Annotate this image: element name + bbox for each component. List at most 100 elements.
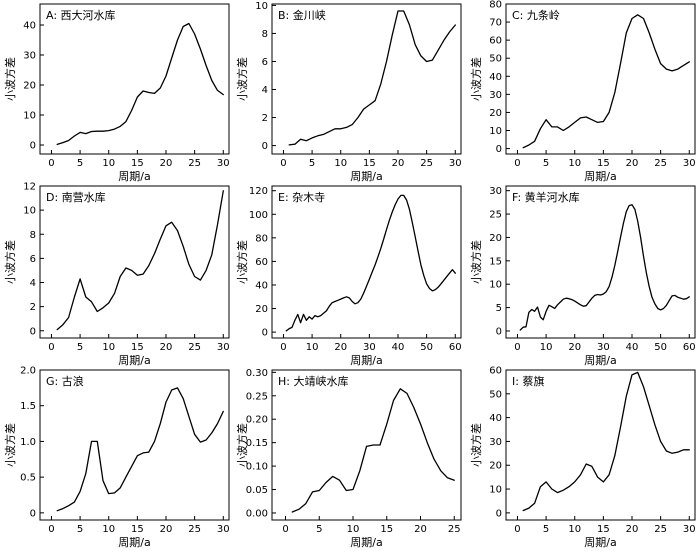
panel-a-x-tick-label: 0	[48, 158, 54, 169]
panel-e-x-axis-label: 周期/a	[350, 354, 382, 367]
panel-f-y-tick-label: 20	[489, 233, 502, 244]
panel-e-y-tick-label: 0	[262, 328, 268, 339]
panel-f-x-tick-label: 30	[597, 342, 610, 353]
panel-d-x-tick-label: 15	[131, 342, 144, 353]
panel-b-x-tick-label: 5	[309, 158, 315, 169]
panel-f-y-tick-label: 25	[489, 210, 502, 221]
panel-a-y-tick-label: 30	[23, 51, 36, 62]
panel-a-x-tick-label: 15	[131, 158, 144, 169]
panel-h-x-tick-label: 15	[380, 524, 393, 535]
panel-d-x-tick-label: 0	[48, 342, 54, 353]
panel-b-x-tick-label: 20	[392, 158, 405, 169]
panel-e-x-tick-label: 60	[449, 342, 462, 353]
panel-h-y-tick-label: 0.10	[246, 462, 268, 473]
panel-c-y-tick-label: 50	[489, 54, 502, 65]
panel-b-title: B: 金川峡	[278, 8, 326, 22]
panel-f-x-tick-label: 50	[654, 342, 667, 353]
panel-b-y-tick-label: 2	[262, 113, 268, 124]
panel-e-y-tick-label: 40	[255, 280, 268, 291]
panel-i-x-tick-label: 30	[683, 524, 696, 535]
panel-d-y-tick-label: 2	[30, 302, 36, 313]
panel-h-y-tick-label: 0.20	[246, 415, 268, 426]
panel-d-y-tick-label: 8	[30, 230, 36, 241]
panel-c-y-tick-label: 10	[489, 126, 502, 137]
panel-h-y-tick-label: 0.05	[246, 485, 268, 496]
panel-d-y-tick-label: 6	[30, 254, 36, 265]
panel-i-x-tick-label: 15	[597, 524, 610, 535]
panel-a-y-axis-label: 小波方差	[3, 57, 17, 101]
panel-g-frame	[39, 369, 230, 521]
panel-e-x-tick-label: 40	[392, 342, 405, 353]
panel-i-x-tick-label: 5	[543, 524, 549, 535]
panel-g-y-tick-label: 1.0	[20, 437, 36, 448]
panel-g-x-tick-label: 15	[131, 524, 144, 535]
panel-b-variance-curve	[288, 10, 456, 146]
panel-b-y-axis-label: 小波方差	[235, 57, 249, 101]
panel-e-title: E: 杂木寺	[278, 191, 325, 204]
panel-g-x-tick-label: 5	[77, 524, 83, 535]
panel-i-y-tick-label: 30	[489, 437, 502, 448]
panel-a-frame	[39, 3, 230, 155]
panel-f-x-tick-label: 0	[514, 342, 520, 353]
panel-e-variance-curve	[285, 194, 456, 332]
panel-d-y-tick-label: 4	[30, 278, 36, 289]
panel-c-y-axis-label: 小波方差	[469, 57, 483, 101]
panel-g-x-tick-label: 10	[102, 524, 115, 535]
panel-d-y-tick-label: 0	[30, 326, 36, 337]
panel-c-x-axis-label: 周期/a	[584, 170, 616, 183]
panel-c-x-tick-label: 10	[568, 158, 581, 169]
panel-h-title: H: 大靖峡水库	[278, 374, 348, 388]
panel-g-x-tick-label: 30	[217, 524, 230, 535]
panel-a-x-tick-label: 20	[160, 158, 173, 169]
panel-a-x-tick-label: 10	[102, 158, 115, 169]
panel-c-x-tick-label: 20	[626, 158, 639, 169]
panel-b-y-tick-label: 10	[255, 1, 268, 12]
panel-a-y-tick-label: 20	[23, 81, 36, 92]
panel-f-y-tick-label: 15	[489, 256, 502, 267]
panel-g-x-axis-label: 周期/a	[118, 536, 150, 549]
panel-a-title: A: 西大河水库	[46, 8, 116, 22]
panel-c-y-tick-label: 60	[489, 36, 502, 47]
panel-c-y-tick-label: 40	[489, 72, 502, 83]
panel-f-x-axis-label: 周期/a	[584, 354, 616, 367]
panel-i-x-tick-label: 10	[568, 524, 581, 535]
panel-f-title: F: 黄羊河水库	[512, 190, 580, 204]
panel-c-x-tick-label: 15	[597, 158, 610, 169]
panel-i-x-tick-label: 0	[514, 524, 520, 535]
panel-h: H: 大靖峡水库 0 5 10 15 20 25 0.00 0.05 0.10 0.15 0.20 0.…	[235, 368, 462, 549]
panel-a-y-tick-label: 10	[23, 111, 36, 122]
panel-h-y-tick-label: 0.30	[246, 368, 268, 379]
panel-h-variance-curve	[291, 388, 455, 513]
panel-a: A: 西大河水库 0 5 10 15 20 25 30 0 10 20 30 40 周期/a 小波方差	[3, 3, 230, 183]
panel-b-y-tick-label: 6	[262, 57, 268, 68]
panel-d-x-axis-label: 周期/a	[118, 354, 150, 367]
panel-g-x-tick-label: 0	[48, 524, 54, 535]
panel-h-y-axis-label: 小波方差	[235, 423, 249, 467]
panel-b-frame	[271, 3, 462, 155]
panel-d-x-tick-label: 30	[217, 342, 230, 353]
panel-h-x-tick-label: 20	[414, 524, 427, 535]
panel-d-x-tick-label: 5	[77, 342, 83, 353]
panel-c-y-tick-label: 70	[489, 18, 502, 29]
panel-g-y-tick-label: 0.5	[20, 473, 36, 484]
panel-i-title: I: 蔡旗	[512, 374, 544, 388]
panel-c-frame	[505, 3, 696, 155]
panel-d: D: 南营水库 0 5 10 15 20 25 30 0 2 4 6 8 10 12 周期/a 小波方差	[3, 182, 230, 368]
panel-b-y-tick-label: 0	[262, 141, 268, 152]
panel-g-x-tick-label: 20	[160, 524, 173, 535]
panel-c-x-tick-label: 30	[683, 158, 696, 169]
panel-i-y-tick-label: 50	[489, 389, 502, 400]
panel-i-y-axis-label: 小波方差	[469, 423, 483, 467]
panel-a-x-tick-label: 25	[188, 158, 201, 169]
panel-f-x-tick-label: 10	[540, 342, 553, 353]
panel-d-y-tick-label: 12	[23, 182, 36, 193]
panel-h-y-tick-label: 0.00	[246, 508, 268, 519]
panel-h-x-tick-label: 10	[347, 524, 360, 535]
panel-c-variance-curve	[522, 14, 690, 149]
panel-a-x-tick-label: 5	[77, 158, 83, 169]
panel-d-y-axis-label: 小波方差	[3, 240, 17, 284]
panel-d-x-tick-label: 25	[188, 342, 201, 353]
